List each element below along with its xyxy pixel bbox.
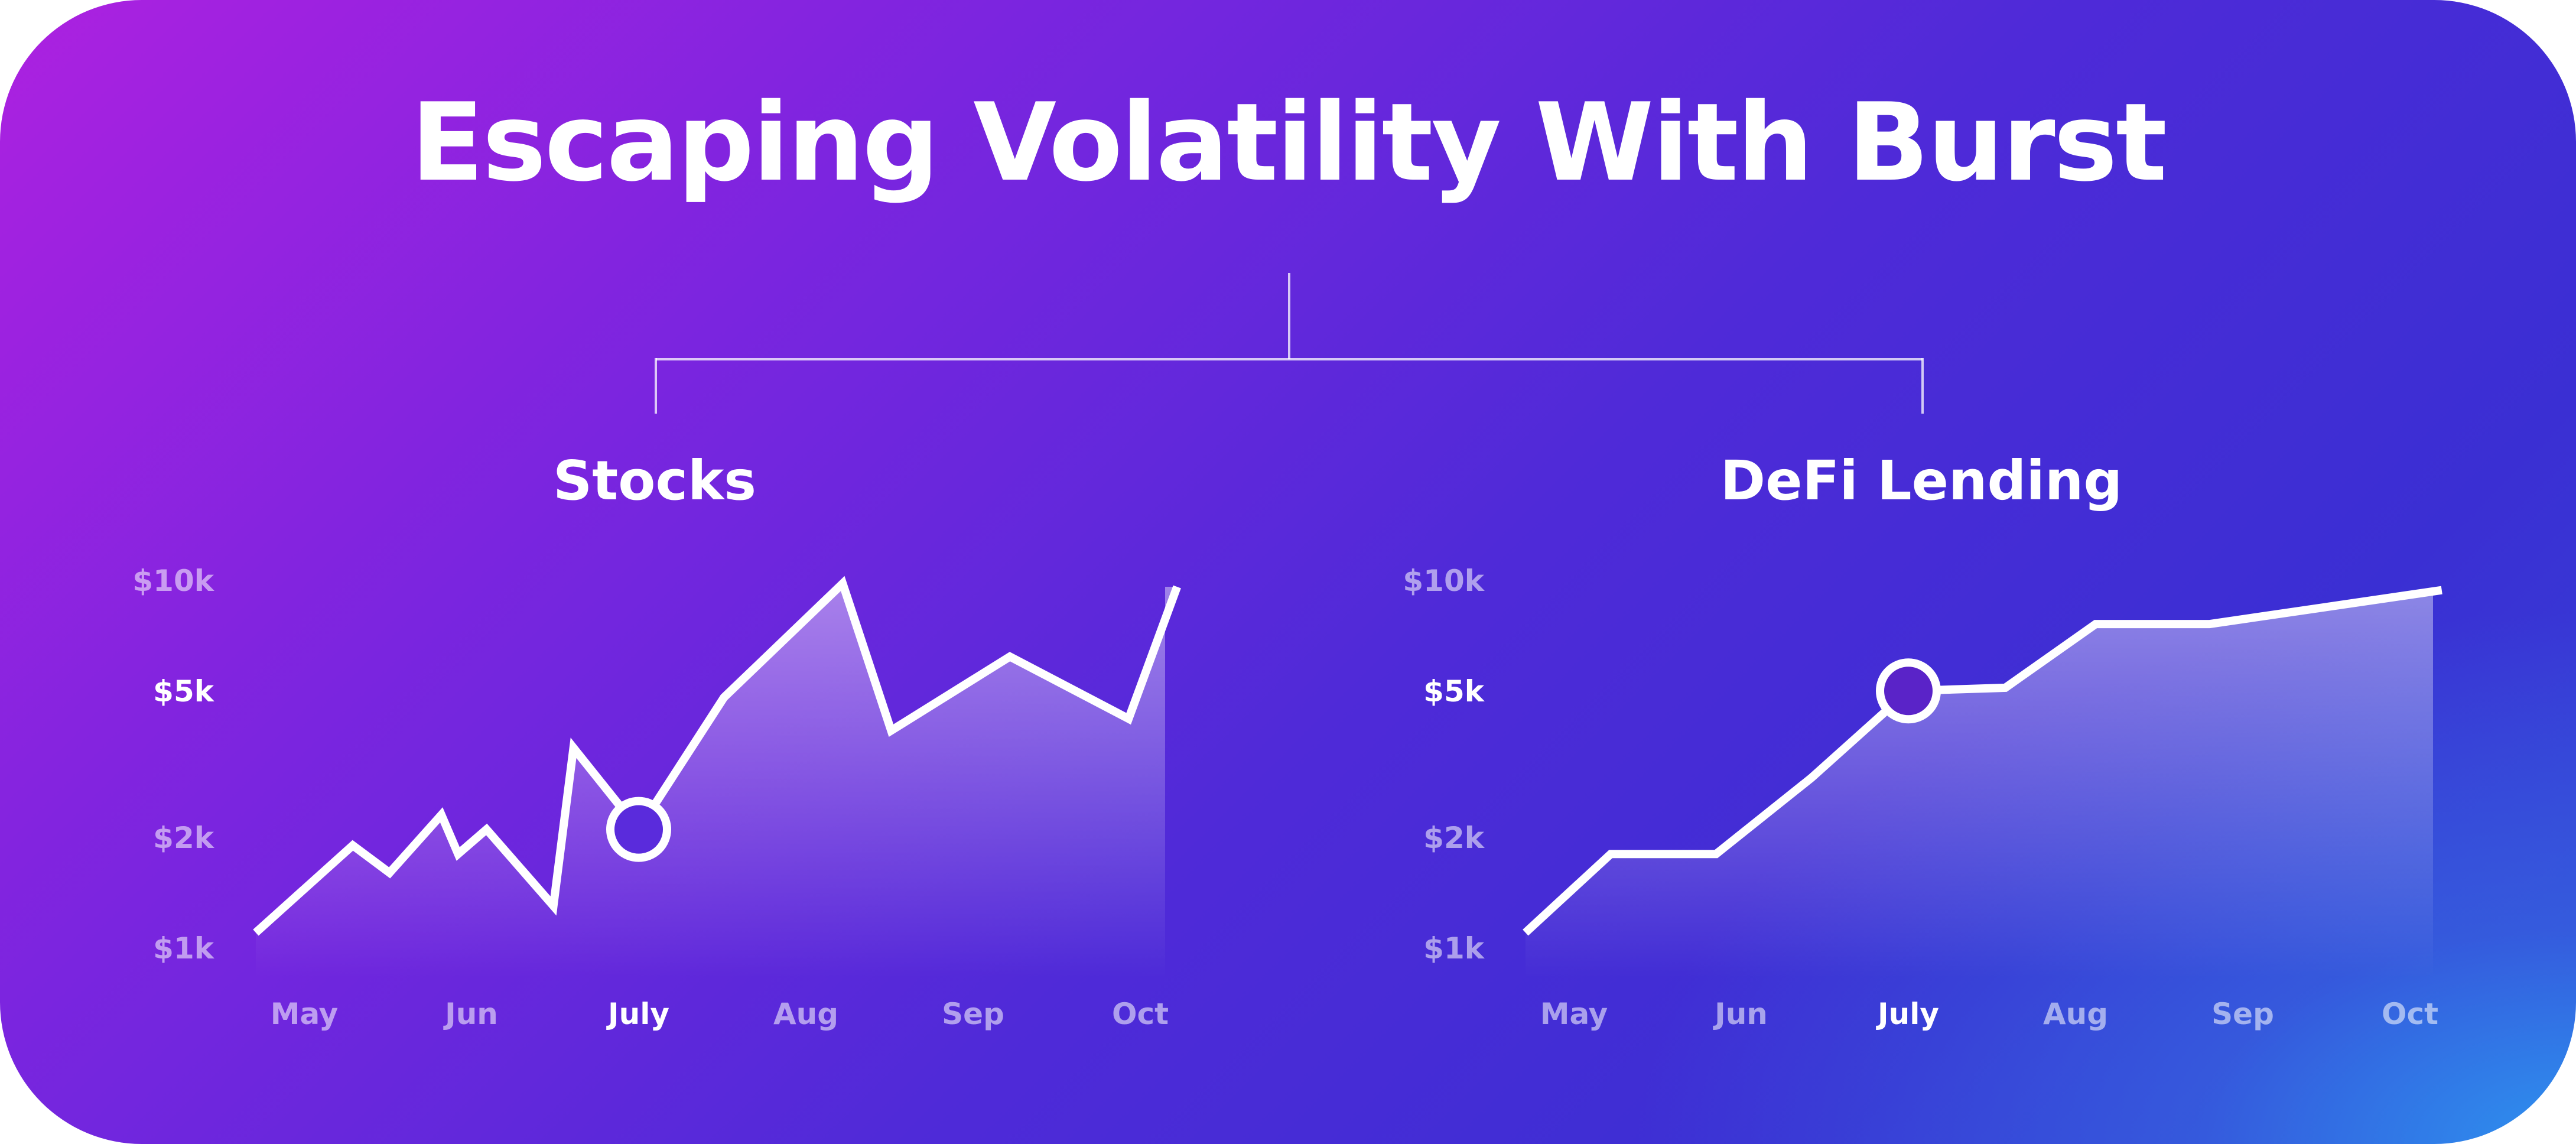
page-title: Escaping Volatility With Burst — [411, 80, 2167, 205]
stocks-series-line — [253, 576, 1181, 936]
stocks-y-tick-label: $10k — [132, 564, 214, 598]
stocks-x-tick-label: Oct — [1112, 997, 1169, 1031]
defi-x-tick-label: Aug — [2043, 997, 2108, 1031]
stocks-july-marker — [606, 797, 671, 862]
defi-x-tick-label: May — [1540, 997, 1608, 1031]
defi-x-tick-label: Oct — [2382, 997, 2438, 1031]
defi-chart-title: DeFi Lending — [1720, 449, 2123, 512]
stocks-x-tick-label: May — [271, 997, 339, 1031]
defi-y-tick-label: $2k — [1423, 821, 1485, 855]
stocks-y-tick-label: $2k — [153, 821, 215, 855]
defi-x-tick-label: Sep — [2211, 997, 2274, 1031]
stocks-chart-title: Stocks — [553, 449, 756, 512]
defi-x-tick-label: July — [1876, 997, 1939, 1031]
defi-x-tick-label: Jun — [1713, 997, 1768, 1031]
stocks-y-tick-label: $5k — [153, 674, 215, 708]
stocks-chart: $10k $5k $2k $1k May Jun July Aug Sep Oct — [132, 564, 1181, 1031]
defi-y-tick-label: $10k — [1403, 564, 1485, 598]
defi-area-fill — [1525, 590, 2442, 978]
stocks-y-tick-label: $1k — [153, 931, 215, 966]
stocks-x-tick-label: July — [606, 997, 669, 1031]
stocks-x-tick-label: Aug — [773, 997, 838, 1031]
bracket-connector — [655, 273, 1924, 414]
defi-lending-chart: $10k $5k $2k $1k May Jun July Aug Sep Oct — [1403, 564, 2442, 1031]
defi-y-tick-label: $5k — [1423, 674, 1485, 708]
stocks-area-fill — [255, 583, 1178, 978]
stocks-x-tick-label: Jun — [443, 997, 498, 1031]
defi-july-marker — [1876, 658, 1941, 724]
stocks-x-tick-label: Sep — [942, 997, 1004, 1031]
defi-y-tick-label: $1k — [1423, 931, 1485, 966]
